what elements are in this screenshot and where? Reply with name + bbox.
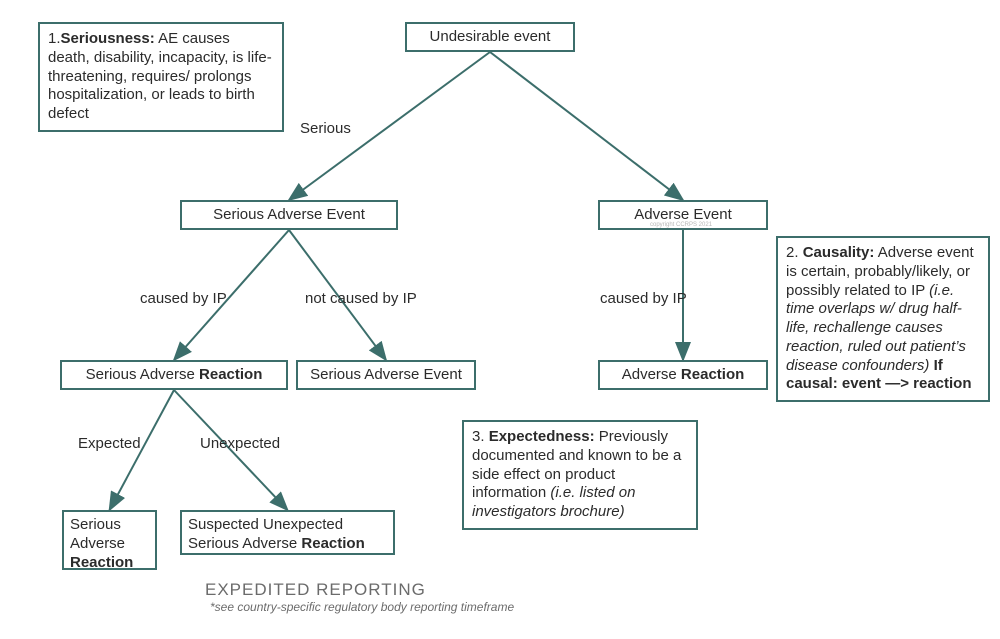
edge-label-sar-sar2: Expected xyxy=(78,435,141,452)
infobox-expectedness: 3. Expectedness: Previously documented a… xyxy=(462,420,698,530)
edge-label-ae-ar: caused by IP xyxy=(600,290,687,307)
node-sar2: Serious Adverse Reaction xyxy=(62,510,157,570)
edge-label-sar-susar: Unexpected xyxy=(200,435,280,452)
diagram-stage: Undesirable event Serious Adverse Event Ad… xyxy=(0,0,1000,639)
edge-label-root-sae: Serious xyxy=(300,120,351,137)
infobox-seriousness: 1.Seriousness: AE causes death, disabili… xyxy=(38,22,284,132)
node-root: Undesirable event xyxy=(405,22,575,52)
footer-copyright: copyright CCRPS 2021 xyxy=(650,222,712,228)
edge-label-sae-sae2: not caused by IP xyxy=(305,290,417,307)
node-susar: Suspected Unexpected Serious Adverse Rea… xyxy=(180,510,395,555)
node-ar: Adverse Reaction xyxy=(598,360,768,390)
node-sae: Serious Adverse Event xyxy=(180,200,398,230)
infobox-causality: 2. Causality: Adverse event is certain, … xyxy=(776,236,990,402)
edge-root-ae xyxy=(490,52,683,200)
footer-footnote: *see country-specific regulatory body re… xyxy=(210,600,514,614)
node-sae2: Serious Adverse Event xyxy=(296,360,476,390)
edge-label-sae-sar: caused by IP xyxy=(140,290,227,307)
node-sar: Serious Adverse Reaction xyxy=(60,360,288,390)
footer-expedited: EXPEDITED REPORTING xyxy=(205,580,426,600)
